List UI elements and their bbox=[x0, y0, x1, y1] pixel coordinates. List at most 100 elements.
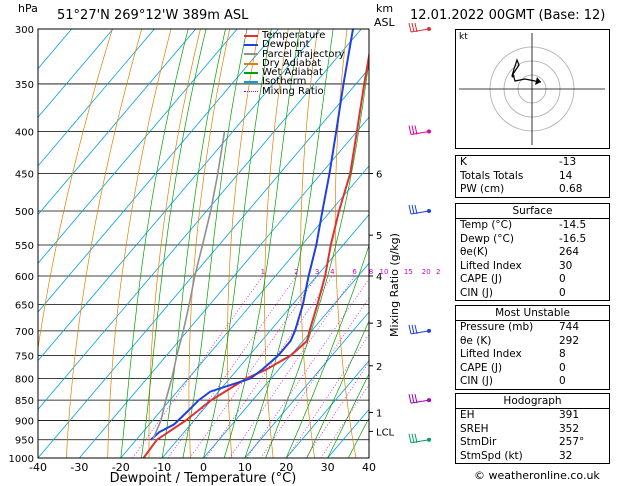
legend-label: Mixing Ratio bbox=[262, 85, 324, 97]
legend-label: Isotherm bbox=[262, 76, 307, 88]
temperature-tick-label: 0 bbox=[200, 461, 207, 474]
hodograph-label: StmSpd (kt) bbox=[460, 449, 523, 462]
k-value: -13 bbox=[559, 156, 577, 168]
km-tick-label: 1 bbox=[376, 408, 382, 419]
km-tick-label: 2 bbox=[376, 362, 382, 373]
isotherm-line bbox=[38, 29, 114, 118]
mixing-ratio-label: 3 bbox=[315, 268, 319, 276]
legend-item: Isotherm bbox=[244, 76, 345, 88]
legend-item: Dry Adiabat bbox=[244, 57, 345, 69]
legend: Temperature Dewpoint Parcel Trajectory Dry … bbox=[244, 30, 345, 97]
wind-barb-flag bbox=[408, 22, 412, 33]
dry-adiabat-line bbox=[264, 29, 289, 458]
temperature-tick-label: 30 bbox=[321, 461, 335, 474]
most-unstable-value: 744 bbox=[559, 321, 580, 333]
mixing-ratio-label: 8 bbox=[369, 268, 373, 276]
wind-barb-flag bbox=[411, 125, 415, 135]
surface-label: CIN (J) bbox=[460, 286, 493, 299]
hodograph-value: 32 bbox=[559, 449, 573, 462]
hpa-axis-title: hPa bbox=[18, 2, 38, 15]
hodograph-value: 391 bbox=[559, 409, 580, 421]
isotherm-line bbox=[38, 29, 155, 167]
surface-row: Dewp (°C) -16.5 bbox=[456, 233, 609, 247]
wind-barb-flag bbox=[408, 433, 412, 443]
mixing-ratio-line bbox=[205, 275, 333, 458]
most-unstable-value: 0 bbox=[559, 375, 566, 387]
pressure-tick-label: 450 bbox=[15, 169, 34, 180]
isotherm-line bbox=[38, 29, 238, 264]
surface-label: θe(K) bbox=[460, 246, 488, 258]
most-unstable-row: CAPE (J) 0 bbox=[456, 362, 609, 376]
most-unstable-value: 0 bbox=[559, 361, 566, 374]
pressure-tick-label: 600 bbox=[15, 272, 34, 283]
legend-swatch bbox=[244, 43, 258, 46]
hodograph-value: 257° bbox=[559, 436, 585, 448]
hodograph-label: StmDir bbox=[460, 436, 497, 448]
temperature-tick-label: -30 bbox=[70, 461, 88, 474]
wind-barb-flag bbox=[408, 125, 412, 135]
wind-barb-flag bbox=[414, 324, 418, 335]
hodograph-row: EH 391 bbox=[456, 409, 609, 423]
temperature-ticks: -40 -30 -20 -10 0 10 20 30 40 bbox=[29, 461, 376, 474]
wind-barb-flag bbox=[408, 324, 412, 335]
wet-adiabat-line bbox=[223, 29, 301, 458]
legend-label: Temperature bbox=[262, 30, 326, 41]
hodograph-table-title: Hodograph bbox=[456, 394, 609, 409]
legend-label: Wet Adiabat bbox=[262, 67, 323, 79]
pressure-tick-label: 1000 bbox=[9, 454, 34, 465]
datetime-header: 12.01.2022 00GMT (Base: 12) bbox=[410, 8, 606, 23]
temperature-tick-label: 10 bbox=[238, 461, 252, 474]
dry-adiabat-line bbox=[65, 29, 143, 458]
pw-label: PW (cm) bbox=[460, 183, 505, 195]
isotherm-line bbox=[38, 29, 72, 70]
mixing-ratio-line bbox=[132, 275, 264, 458]
most-unstable-value: 8 bbox=[559, 348, 566, 360]
wind-barb-flag bbox=[414, 125, 418, 135]
series-lines bbox=[142, 29, 369, 458]
dry-adiabat-line bbox=[188, 29, 231, 458]
wet-adiabat-line bbox=[327, 372, 369, 458]
surface-row: Lifted Index 30 bbox=[456, 260, 609, 274]
wet-adiabat-line bbox=[182, 29, 248, 458]
pressure-tick-label: 300 bbox=[15, 25, 34, 36]
wind-barb-flag bbox=[414, 22, 418, 33]
surface-label: Lifted Index bbox=[460, 259, 522, 272]
wind-barb-flag bbox=[408, 204, 412, 215]
most-unstable-label: Lifted Index bbox=[460, 348, 522, 360]
surface-label: Temp (°C) bbox=[460, 219, 513, 231]
isotherm-line bbox=[203, 262, 369, 458]
legend-swatch bbox=[244, 62, 258, 65]
most-unstable-value: 292 bbox=[559, 334, 580, 347]
surface-value: -16.5 bbox=[559, 232, 587, 245]
wind-barb-flag bbox=[408, 393, 412, 404]
surface-value: 264 bbox=[559, 246, 580, 258]
dry-adiabat-line bbox=[148, 29, 201, 458]
surface-row: Temp (°C) -14.5 bbox=[456, 219, 609, 233]
dry-adiabat-line bbox=[300, 29, 319, 458]
indices-table: K -13 Totals Totals 14 PW (cm) 0.68 bbox=[455, 155, 610, 198]
surface-label: Dewp (°C) bbox=[460, 232, 514, 245]
km-tick-label: 3 bbox=[376, 319, 382, 330]
pressure-tick-label: 500 bbox=[15, 207, 34, 218]
most-unstable-row: Lifted Index 8 bbox=[456, 348, 609, 362]
mixing-ratio-line bbox=[246, 278, 369, 458]
legend-label: Dry Adiabat bbox=[262, 57, 322, 69]
wind-barb-flag bbox=[414, 204, 418, 215]
surface-value: 30 bbox=[559, 259, 573, 272]
hodograph: kt bbox=[455, 29, 610, 149]
legend-swatch bbox=[244, 90, 258, 92]
asl-axis-title: ASL bbox=[374, 16, 395, 29]
mixing-ratio-label: 6 bbox=[352, 268, 357, 276]
isotherm-line bbox=[38, 29, 362, 410]
legend-label: Dewpoint bbox=[262, 39, 310, 51]
legend-item: Temperature bbox=[244, 30, 345, 41]
hodograph-value: 352 bbox=[559, 422, 580, 435]
wet-adiabat-line bbox=[120, 29, 189, 458]
dry-adiabat-line bbox=[107, 29, 172, 458]
location-header: 51°27'N 269°12'W 389m ASL bbox=[57, 8, 249, 23]
dry-adiabat-line bbox=[227, 29, 260, 458]
km-tick-label: 6 bbox=[376, 169, 382, 180]
temperature-tick-label: -20 bbox=[112, 461, 130, 474]
isotherm-line bbox=[120, 165, 369, 458]
surface-row: CAPE (J) 0 bbox=[456, 273, 609, 287]
